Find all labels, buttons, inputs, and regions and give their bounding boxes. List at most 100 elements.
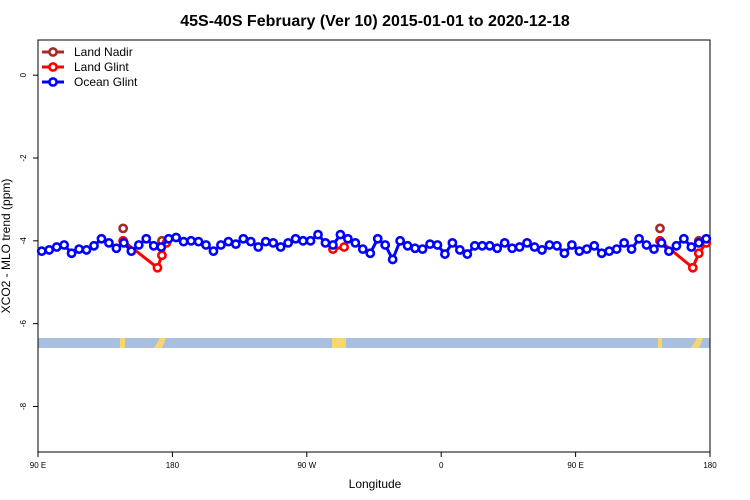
- data-point: [402, 240, 413, 251]
- data-point: [701, 233, 712, 244]
- data-point: [559, 248, 570, 259]
- data-point: [664, 246, 674, 257]
- data-point: [141, 233, 152, 244]
- x-tick-label: 180: [166, 461, 180, 470]
- data-point: [313, 229, 323, 240]
- data-point: [365, 248, 376, 259]
- data-point: [357, 244, 368, 255]
- data-point: [574, 246, 585, 257]
- x-tick-label: 90 E: [30, 461, 46, 470]
- data-point: [686, 242, 697, 252]
- data-point: [656, 237, 667, 248]
- data-point: [305, 235, 316, 246]
- data-point: [589, 240, 600, 251]
- data-point: [230, 239, 241, 250]
- data-point: [469, 240, 480, 251]
- data-point: [268, 237, 279, 248]
- data-point: [604, 246, 615, 257]
- data-point: [339, 242, 350, 252]
- data-point: [693, 237, 704, 248]
- y-tick-label: -4: [19, 237, 28, 245]
- data-point: [425, 239, 435, 250]
- data-point: [492, 243, 503, 254]
- data-point: [163, 233, 174, 244]
- data-point: [655, 223, 665, 234]
- data-point: [171, 232, 182, 243]
- data-point: [111, 243, 122, 254]
- data-point: [342, 233, 353, 244]
- data-point: [148, 240, 159, 251]
- data-point: [417, 244, 428, 255]
- data-point: [89, 240, 99, 251]
- data-point: [59, 240, 70, 250]
- x-tick-label: 0: [439, 461, 444, 470]
- data-point: [193, 236, 204, 247]
- y-tick-label: -6: [19, 320, 28, 328]
- data-point: [118, 223, 129, 234]
- data-point: [507, 243, 518, 254]
- data-point: [328, 240, 338, 250]
- data-point: [432, 240, 443, 250]
- data-point: [687, 262, 698, 273]
- data-point: [178, 236, 189, 247]
- legend-marker: [48, 47, 58, 57]
- data-point: [372, 233, 383, 244]
- data-point: [484, 240, 495, 251]
- data-point: [208, 246, 219, 257]
- data-point: [693, 248, 704, 259]
- legend-label: Ocean Glint: [74, 75, 138, 89]
- data-point: [619, 237, 630, 248]
- legend-marker: [48, 77, 58, 87]
- data-point: [283, 237, 294, 248]
- data-point: [245, 236, 256, 247]
- data-point: [566, 240, 577, 250]
- data-point: [156, 242, 167, 252]
- data-point: [537, 245, 547, 255]
- legend-label: Land Nadir: [74, 45, 133, 59]
- data-point: [253, 242, 264, 252]
- data-point: [335, 229, 346, 240]
- data-point: [298, 235, 308, 246]
- data-point: [81, 245, 92, 255]
- legend-marker: [48, 62, 58, 72]
- data-point: [133, 240, 144, 250]
- data-point: [152, 262, 163, 273]
- data-point: [201, 240, 211, 250]
- data-point: [36, 246, 47, 257]
- data-point: [596, 248, 607, 259]
- data-point: [260, 236, 271, 247]
- data-point: [544, 240, 555, 250]
- data-point: [641, 240, 652, 250]
- data-point: [275, 242, 286, 252]
- data-point: [223, 236, 234, 247]
- x-tick-label: 180: [703, 461, 717, 470]
- data-point: [51, 242, 62, 252]
- data-point: [529, 242, 540, 252]
- data-point: [395, 235, 406, 246]
- data-point: [380, 240, 391, 250]
- data-point: [611, 244, 622, 255]
- data-point: [440, 249, 450, 259]
- data-point: [410, 243, 420, 254]
- data-point: [320, 237, 331, 248]
- data-point: [552, 240, 562, 251]
- x-axis-label: Longitude: [349, 477, 402, 491]
- data-point: [44, 245, 55, 255]
- y-tick-label: -8: [19, 402, 28, 410]
- data-point: [118, 237, 129, 248]
- data-point: [387, 254, 398, 265]
- data-point: [157, 250, 167, 261]
- data-point: [678, 233, 689, 244]
- data-point: [671, 240, 682, 251]
- data-point: [290, 233, 301, 244]
- y-axis-label: XCO2 - MLO trend (ppm): [0, 179, 13, 314]
- data-point: [96, 233, 107, 244]
- legend-label: Land Glint: [74, 60, 129, 74]
- data-point: [104, 237, 114, 248]
- data-point: [634, 233, 644, 244]
- data-point: [216, 240, 226, 250]
- chart-title: 45S-40S February (Ver 10) 2015-01-01 to …: [180, 13, 570, 30]
- data-point: [350, 237, 361, 248]
- data-point: [66, 248, 77, 259]
